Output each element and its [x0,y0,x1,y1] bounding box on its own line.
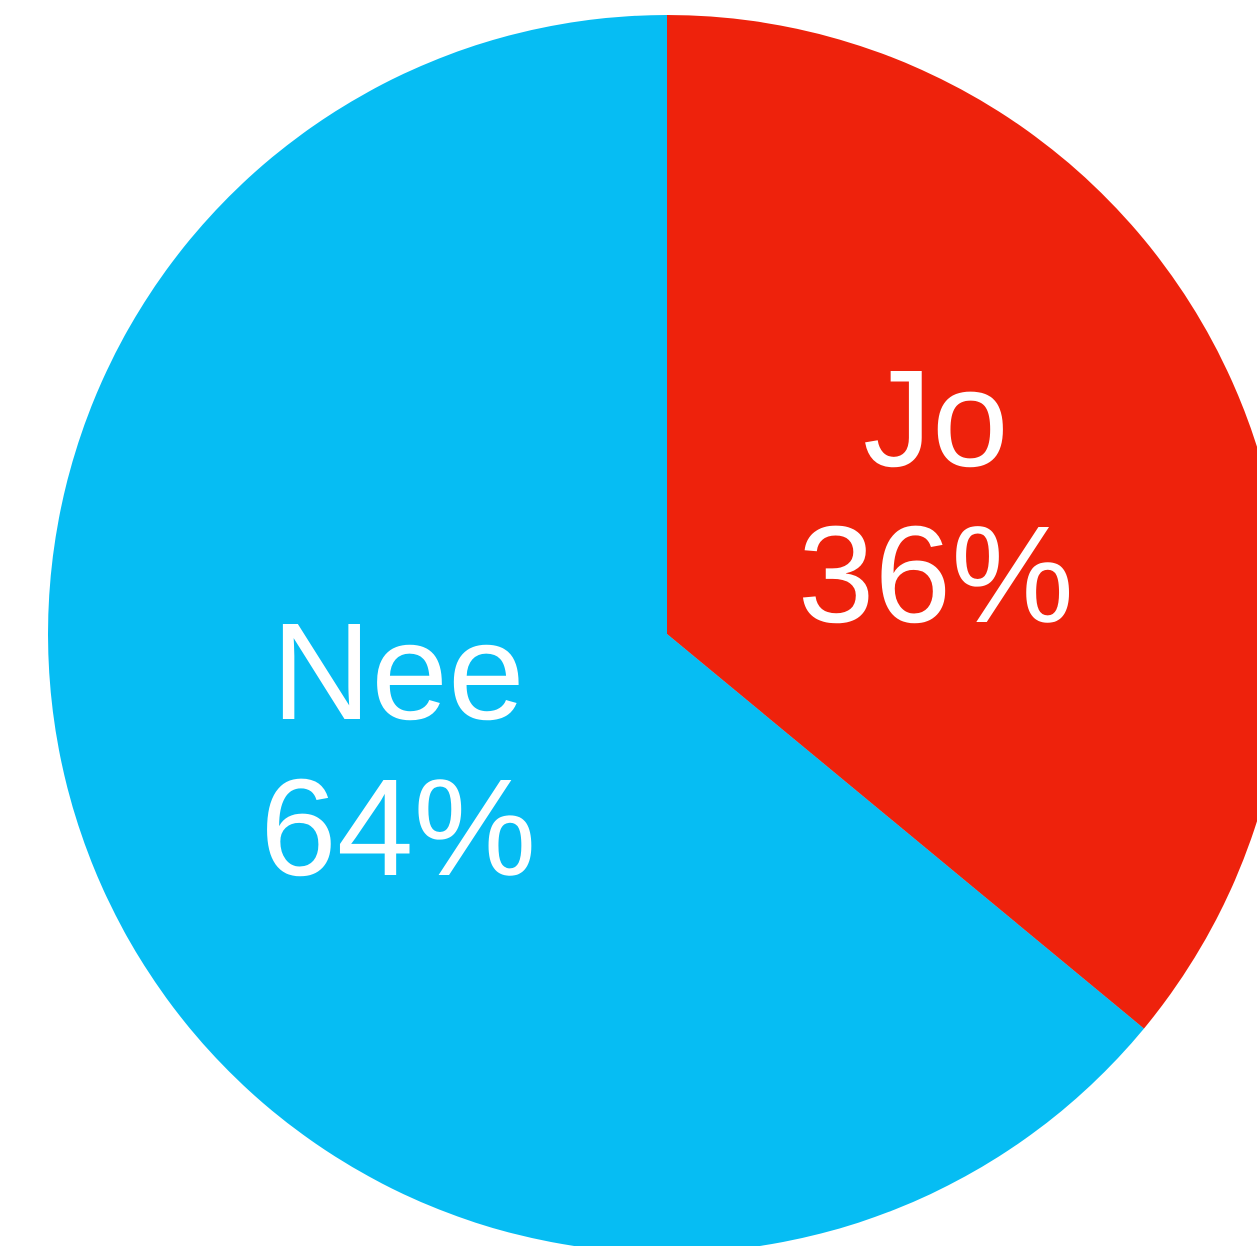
slice-category-label: Nee [272,595,525,749]
slice-value-label: 64% [260,751,536,905]
slice-category-label: Jo [863,342,1009,496]
pie-slice [667,15,1257,1029]
pie-slice [48,15,1144,1246]
slice-value-label: 36% [798,498,1074,652]
